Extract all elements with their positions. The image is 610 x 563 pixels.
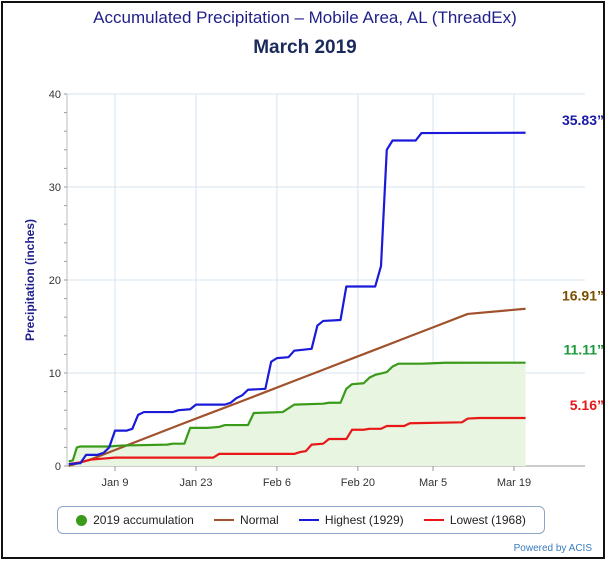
legend-item-lowest[interactable]: Lowest (1968) <box>423 513 526 527</box>
series-line-highest-1929[interactable] <box>68 131 526 466</box>
y-tick-label: 20 <box>49 275 61 287</box>
legend-swatch-lowest <box>423 519 444 521</box>
x-tick-label: Feb 6 <box>263 477 291 489</box>
x-tick-label: Jan 23 <box>179 477 212 489</box>
end-value-label: 35.83” <box>562 112 604 128</box>
chart-title: Accumulated Precipitation – Mobile Area,… <box>93 8 517 27</box>
series-line-normal[interactable] <box>68 307 526 468</box>
x-tick-label: Jan 9 <box>102 477 129 489</box>
x-tick-label: Mar 19 <box>497 477 531 489</box>
y-axis-label: Precipitation (inches) <box>23 219 37 341</box>
end-value-label: 5.16” <box>570 397 604 413</box>
x-tick-label: Feb 20 <box>341 477 375 489</box>
y-tick-label: 40 <box>49 89 61 101</box>
y-tick-label: 30 <box>49 182 61 194</box>
legend-item-2019[interactable]: 2019 accumulation <box>76 513 194 527</box>
legend-label-normal: Normal <box>240 513 279 527</box>
legend-item-highest[interactable]: Highest (1929) <box>298 513 404 527</box>
y-tick-label: 0 <box>55 461 61 473</box>
series-line-lowest-1968[interactable] <box>68 416 526 466</box>
series-line-2019-accumulation[interactable] <box>68 361 526 463</box>
legend-swatch-2019 <box>76 514 88 526</box>
legend-swatch-highest <box>298 519 319 521</box>
series-area-2019 <box>68 362 526 466</box>
end-value-label: 16.91” <box>562 288 604 304</box>
legend-label-highest: Highest (1929) <box>324 513 404 527</box>
credit-link[interactable]: Powered by ACIS <box>513 543 592 554</box>
legend-label-lowest: Lowest (1968) <box>449 513 526 527</box>
x-tick-label: Mar 5 <box>419 477 447 489</box>
end-value-label: 11.11” <box>564 342 605 358</box>
chart-subtitle: March 2019 <box>253 37 357 58</box>
chart-legend: 2019 accumulation Normal Highest (1929) … <box>57 506 545 534</box>
legend-label-2019: 2019 accumulation <box>93 513 194 527</box>
legend-swatch-normal <box>214 519 235 521</box>
legend-item-normal[interactable]: Normal <box>214 513 279 527</box>
y-tick-label: 10 <box>49 368 61 380</box>
